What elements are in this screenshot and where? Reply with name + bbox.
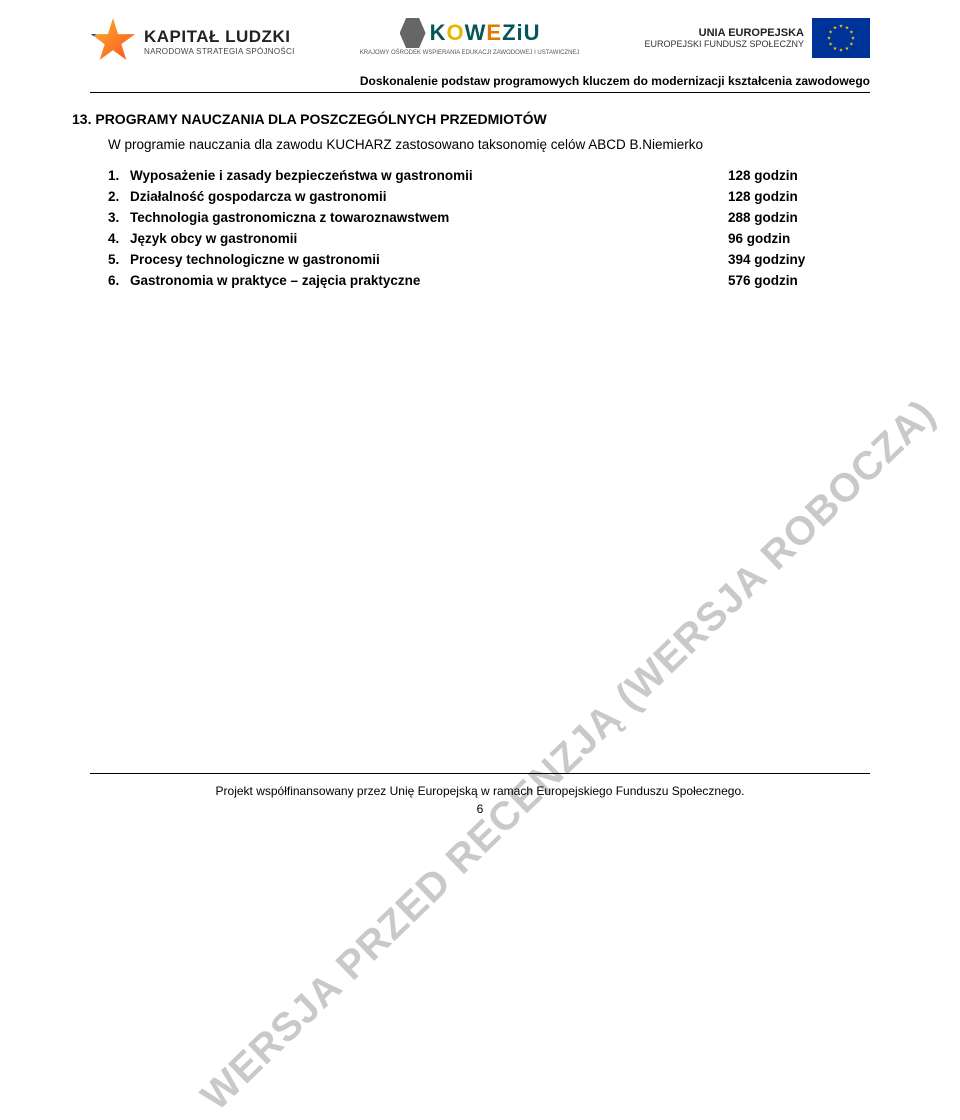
- header-logo-row: KAPITAŁ LUDZKI NARODOWA STRATEGIA SPÓJNO…: [0, 0, 960, 68]
- logo-unia-europejska: UNIA EUROPEJSKA EUROPEJSKI FUNDUSZ SPOŁE…: [644, 18, 870, 58]
- kow-letter: O: [446, 20, 463, 46]
- course-name: Wyposażenie i zasady bezpieczeństwa w ga…: [130, 166, 720, 187]
- course-name: Gastronomia w praktyce – zajęcia praktyc…: [130, 271, 720, 292]
- course-number: 6.: [108, 271, 130, 292]
- kapital-title: KAPITAŁ LUDZKI: [144, 27, 295, 47]
- ue-subtitle: EUROPEJSKI FUNDUSZ SPOŁECZNY: [644, 39, 804, 49]
- intro-line: W programie nauczania dla zawodu KUCHARZ…: [0, 127, 960, 152]
- course-name: Język obcy w gastronomii: [130, 229, 720, 250]
- kow-letter: Z: [502, 20, 515, 46]
- section-heading: 13. PROGRAMY NAUCZANIA DLA POSZCZEGÓLNYC…: [0, 93, 960, 127]
- course-number: 1.: [108, 166, 130, 187]
- course-name: Procesy technologiczne w gastronomii: [130, 250, 720, 271]
- koweziu-subtitle: KRAJOWY OŚRODEK WSPIERANIA EDUKACJI ZAWO…: [360, 50, 580, 57]
- course-item: 5.Procesy technologiczne w gastronomii39…: [108, 250, 870, 271]
- course-number: 5.: [108, 250, 130, 271]
- kow-letter: K: [430, 20, 446, 46]
- course-number: 3.: [108, 208, 130, 229]
- kapital-star-icon: [90, 18, 136, 64]
- koweziu-hex-icon: [400, 18, 426, 48]
- course-hours: 288 godzin: [720, 208, 870, 229]
- footer-text: Projekt współfinansowany przez Unię Euro…: [90, 784, 870, 798]
- koweziu-wordmark: K O W E Z i U: [430, 20, 540, 46]
- page-number: 6: [90, 802, 870, 816]
- eu-flag-icon: [812, 18, 870, 58]
- course-number: 4.: [108, 229, 130, 250]
- course-item: 4.Język obcy w gastronomii 96 godzin: [108, 229, 870, 250]
- kow-letter: W: [465, 20, 486, 46]
- course-name: Działalność gospodarcza w gastronomii: [130, 187, 720, 208]
- course-item: 3.Technologia gastronomiczna z towarozna…: [108, 208, 870, 229]
- kow-letter: i: [517, 20, 523, 46]
- logo-kapital-ludzki: KAPITAŁ LUDZKI NARODOWA STRATEGIA SPÓJNO…: [90, 18, 295, 64]
- course-hours: 128 godzin: [720, 166, 870, 187]
- course-item: 6.Gastronomia w praktyce – zajęcia prakt…: [108, 271, 870, 292]
- kow-letter: U: [524, 20, 540, 46]
- course-item: 2.Działalność gospodarcza w gastronomii1…: [108, 187, 870, 208]
- course-list: 1.Wyposażenie i zasady bezpieczeństwa w …: [0, 152, 960, 292]
- course-hours: 128 godzin: [720, 187, 870, 208]
- course-item: 1.Wyposażenie i zasady bezpieczeństwa w …: [108, 166, 870, 187]
- ue-title: UNIA EUROPEJSKA: [644, 27, 804, 39]
- course-hours: 576 godzin: [720, 271, 870, 292]
- course-name: Technologia gastronomiczna z towaroznaws…: [130, 208, 720, 229]
- course-hours: 96 godzin: [720, 229, 870, 250]
- course-number: 2.: [108, 187, 130, 208]
- logo-koweziu: K O W E Z i U KRAJOWY OŚRODEK WSPIERANIA…: [360, 18, 580, 57]
- watermark-text: WERSJA PRZED RECENZJĄ (WERSJA ROBOCZA): [193, 391, 945, 1119]
- course-hours: 394 godziny: [720, 250, 870, 271]
- kapital-subtitle: NARODOWA STRATEGIA SPÓJNOŚCI: [144, 47, 295, 56]
- kow-letter: E: [486, 20, 501, 46]
- header-subtitle: Doskonalenie podstaw programowych klucze…: [90, 74, 870, 88]
- footer-divider: [90, 773, 870, 774]
